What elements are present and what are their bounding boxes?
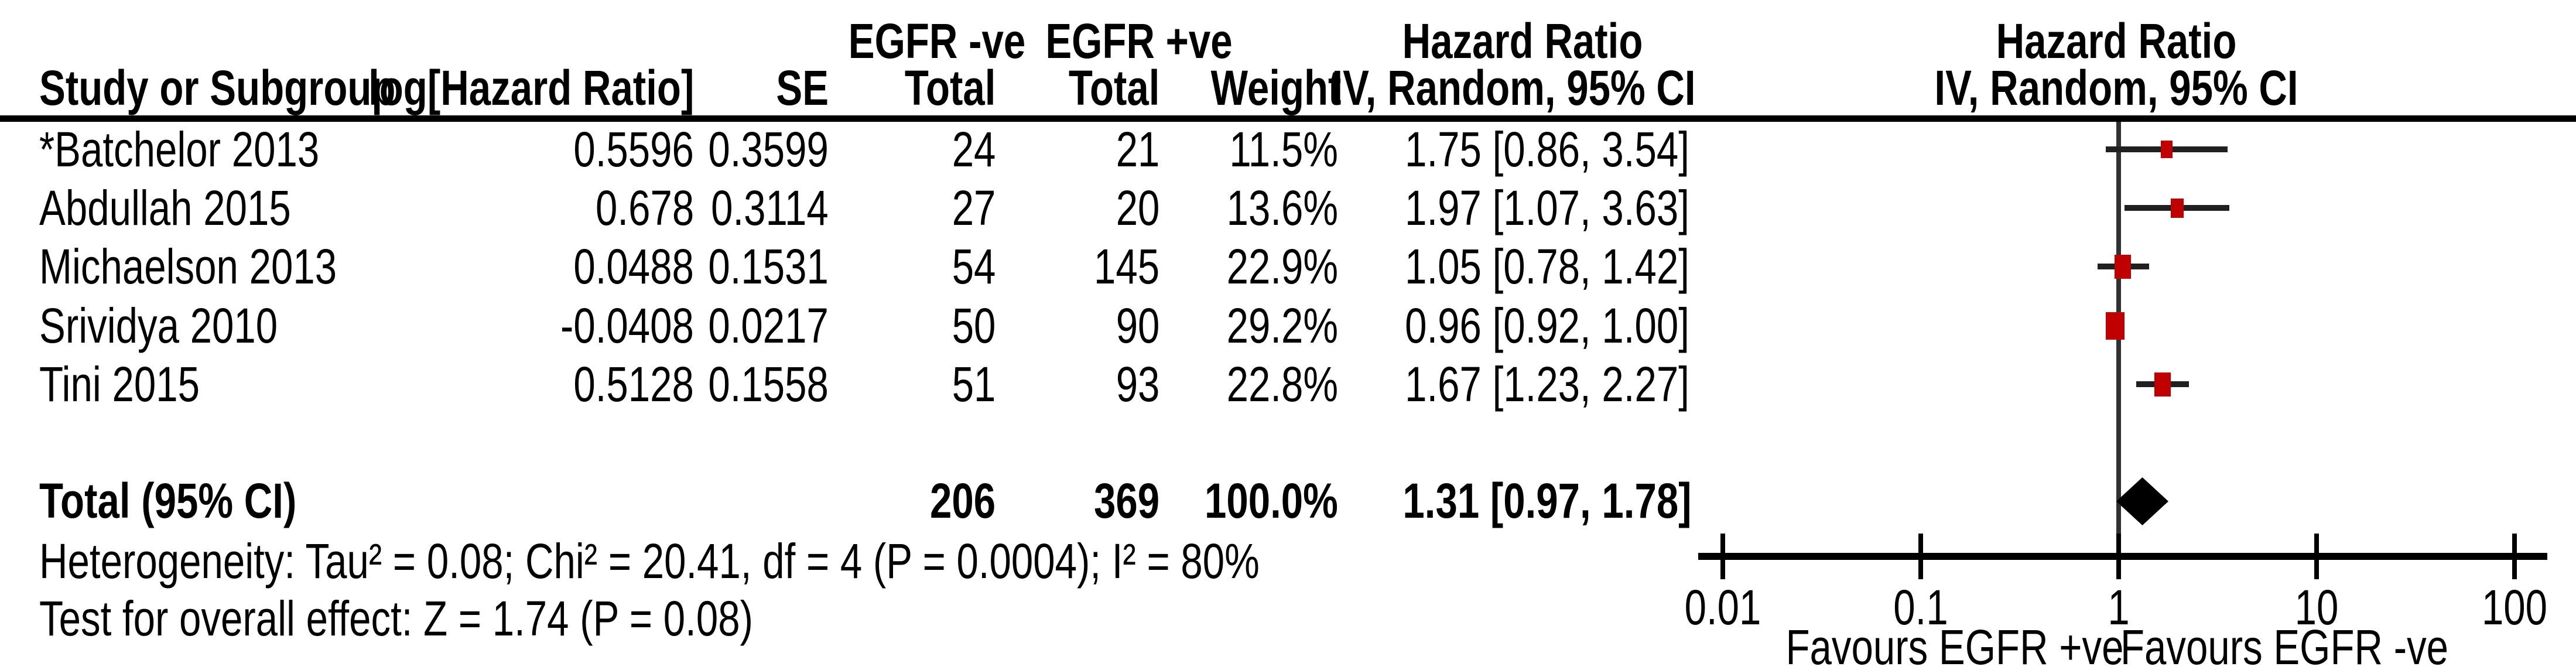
study-total-positive: 90 (1116, 298, 1159, 353)
total-positive-count: 369 (1093, 473, 1159, 528)
x-axis-tick (2314, 534, 2319, 579)
x-axis-tick-label: 0.01 (1684, 580, 1761, 635)
total-ci-text: 1.31 [0.97, 1.78] (1402, 473, 1692, 528)
weight-square (2161, 141, 2173, 158)
pooled-effect-diamond (2116, 477, 2168, 525)
header-divider-line (0, 115, 2576, 122)
study-name: *Batchelor 2013 (39, 122, 320, 177)
col-header-ci-table: IV, Random, 95% CI (1332, 60, 1696, 115)
weight-square (2115, 255, 2131, 279)
study-se: 0.1531 (708, 239, 829, 294)
study-name: Michaelson 2013 (39, 239, 337, 294)
header-hazard-ratio-plot: Hazard Ratio (1996, 13, 2237, 69)
study-ci-text: 0.96 [0.92, 1.00] (1405, 298, 1689, 353)
study-weight: 13.6% (1226, 180, 1338, 235)
study-total-negative: 51 (952, 357, 995, 412)
col-header-total-negative: Total (904, 60, 995, 115)
study-total-positive: 93 (1116, 357, 1159, 412)
col-header-total-positive: Total (1068, 60, 1159, 115)
study-ci-text: 1.67 [1.23, 2.27] (1405, 357, 1689, 412)
header-egfr-negative: EGFR -ve (848, 13, 1026, 69)
study-se: 0.3599 (708, 122, 829, 177)
study-name: Abdullah 2015 (39, 180, 291, 235)
weight-square (2171, 199, 2184, 218)
study-total-positive: 21 (1116, 122, 1159, 177)
total-negative-count: 206 (929, 473, 995, 528)
overall-effect-text: Test for overall effect: Z = 1.74 (P = 0… (39, 591, 753, 646)
study-log-hr: 0.678 (595, 180, 694, 235)
col-header-log-hazard-ratio: log[Hazard Ratio] (368, 60, 694, 115)
study-ci-text: 1.75 [0.86, 3.54] (1405, 122, 1689, 177)
x-axis-tick-label: 10 (2294, 580, 2339, 635)
study-se: 0.1558 (708, 357, 829, 412)
study-name: Tini 2015 (39, 357, 200, 412)
favours-right-label: Favours EGFR -ve (2120, 620, 2449, 670)
study-ci-text: 1.05 [0.78, 1.42] (1405, 239, 1689, 294)
heterogeneity-text: Heterogeneity: Tau² = 0.08; Chi² = 20.41… (39, 534, 1260, 589)
x-axis-tick-label: 0.1 (1893, 580, 1948, 635)
x-axis-tick (2512, 534, 2517, 579)
col-header-weight: Weight (1210, 60, 1341, 115)
study-weight: 29.2% (1226, 298, 1338, 353)
study-total-positive: 20 (1116, 180, 1159, 235)
study-total-negative: 27 (952, 180, 995, 235)
weight-square (2106, 312, 2125, 340)
header-hazard-ratio-table: Hazard Ratio (1402, 13, 1643, 69)
study-ci-text: 1.97 [1.07, 3.63] (1405, 180, 1689, 235)
study-se: 0.0217 (708, 298, 829, 353)
x-axis-tick (1720, 534, 1725, 579)
col-header-study: Study or Subgroup (39, 60, 396, 115)
study-total-positive: 145 (1093, 239, 1159, 294)
x-axis-tick-label: 100 (2481, 580, 2548, 635)
study-total-negative: 54 (952, 239, 995, 294)
weight-square (2154, 372, 2171, 396)
study-total-negative: 50 (952, 298, 995, 353)
col-header-se: SE (776, 60, 829, 115)
col-header-ci-plot: IV, Random, 95% CI (1934, 60, 2298, 115)
study-total-negative: 24 (952, 122, 995, 177)
study-log-hr: 0.5596 (573, 122, 694, 177)
x-axis-tick-label: 1 (2108, 580, 2130, 635)
x-axis-tick (2116, 534, 2121, 579)
study-weight: 11.5% (1229, 122, 1338, 177)
study-se: 0.3114 (711, 180, 829, 235)
total-row-label: Total (95% CI) (39, 473, 297, 528)
study-log-hr: 0.5128 (573, 357, 694, 412)
study-log-hr: 0.0488 (573, 239, 694, 294)
header-egfr-positive: EGFR +ve (1045, 13, 1233, 69)
study-log-hr: -0.0408 (560, 298, 694, 353)
total-weight: 100.0% (1205, 473, 1338, 528)
favours-left-label: Favours EGFR +ve (1785, 620, 2124, 670)
study-name: Srividya 2010 (39, 298, 278, 353)
study-weight: 22.9% (1226, 239, 1338, 294)
study-weight: 22.8% (1226, 357, 1338, 412)
x-axis-line (1698, 553, 2547, 560)
x-axis-tick (1918, 534, 1923, 579)
